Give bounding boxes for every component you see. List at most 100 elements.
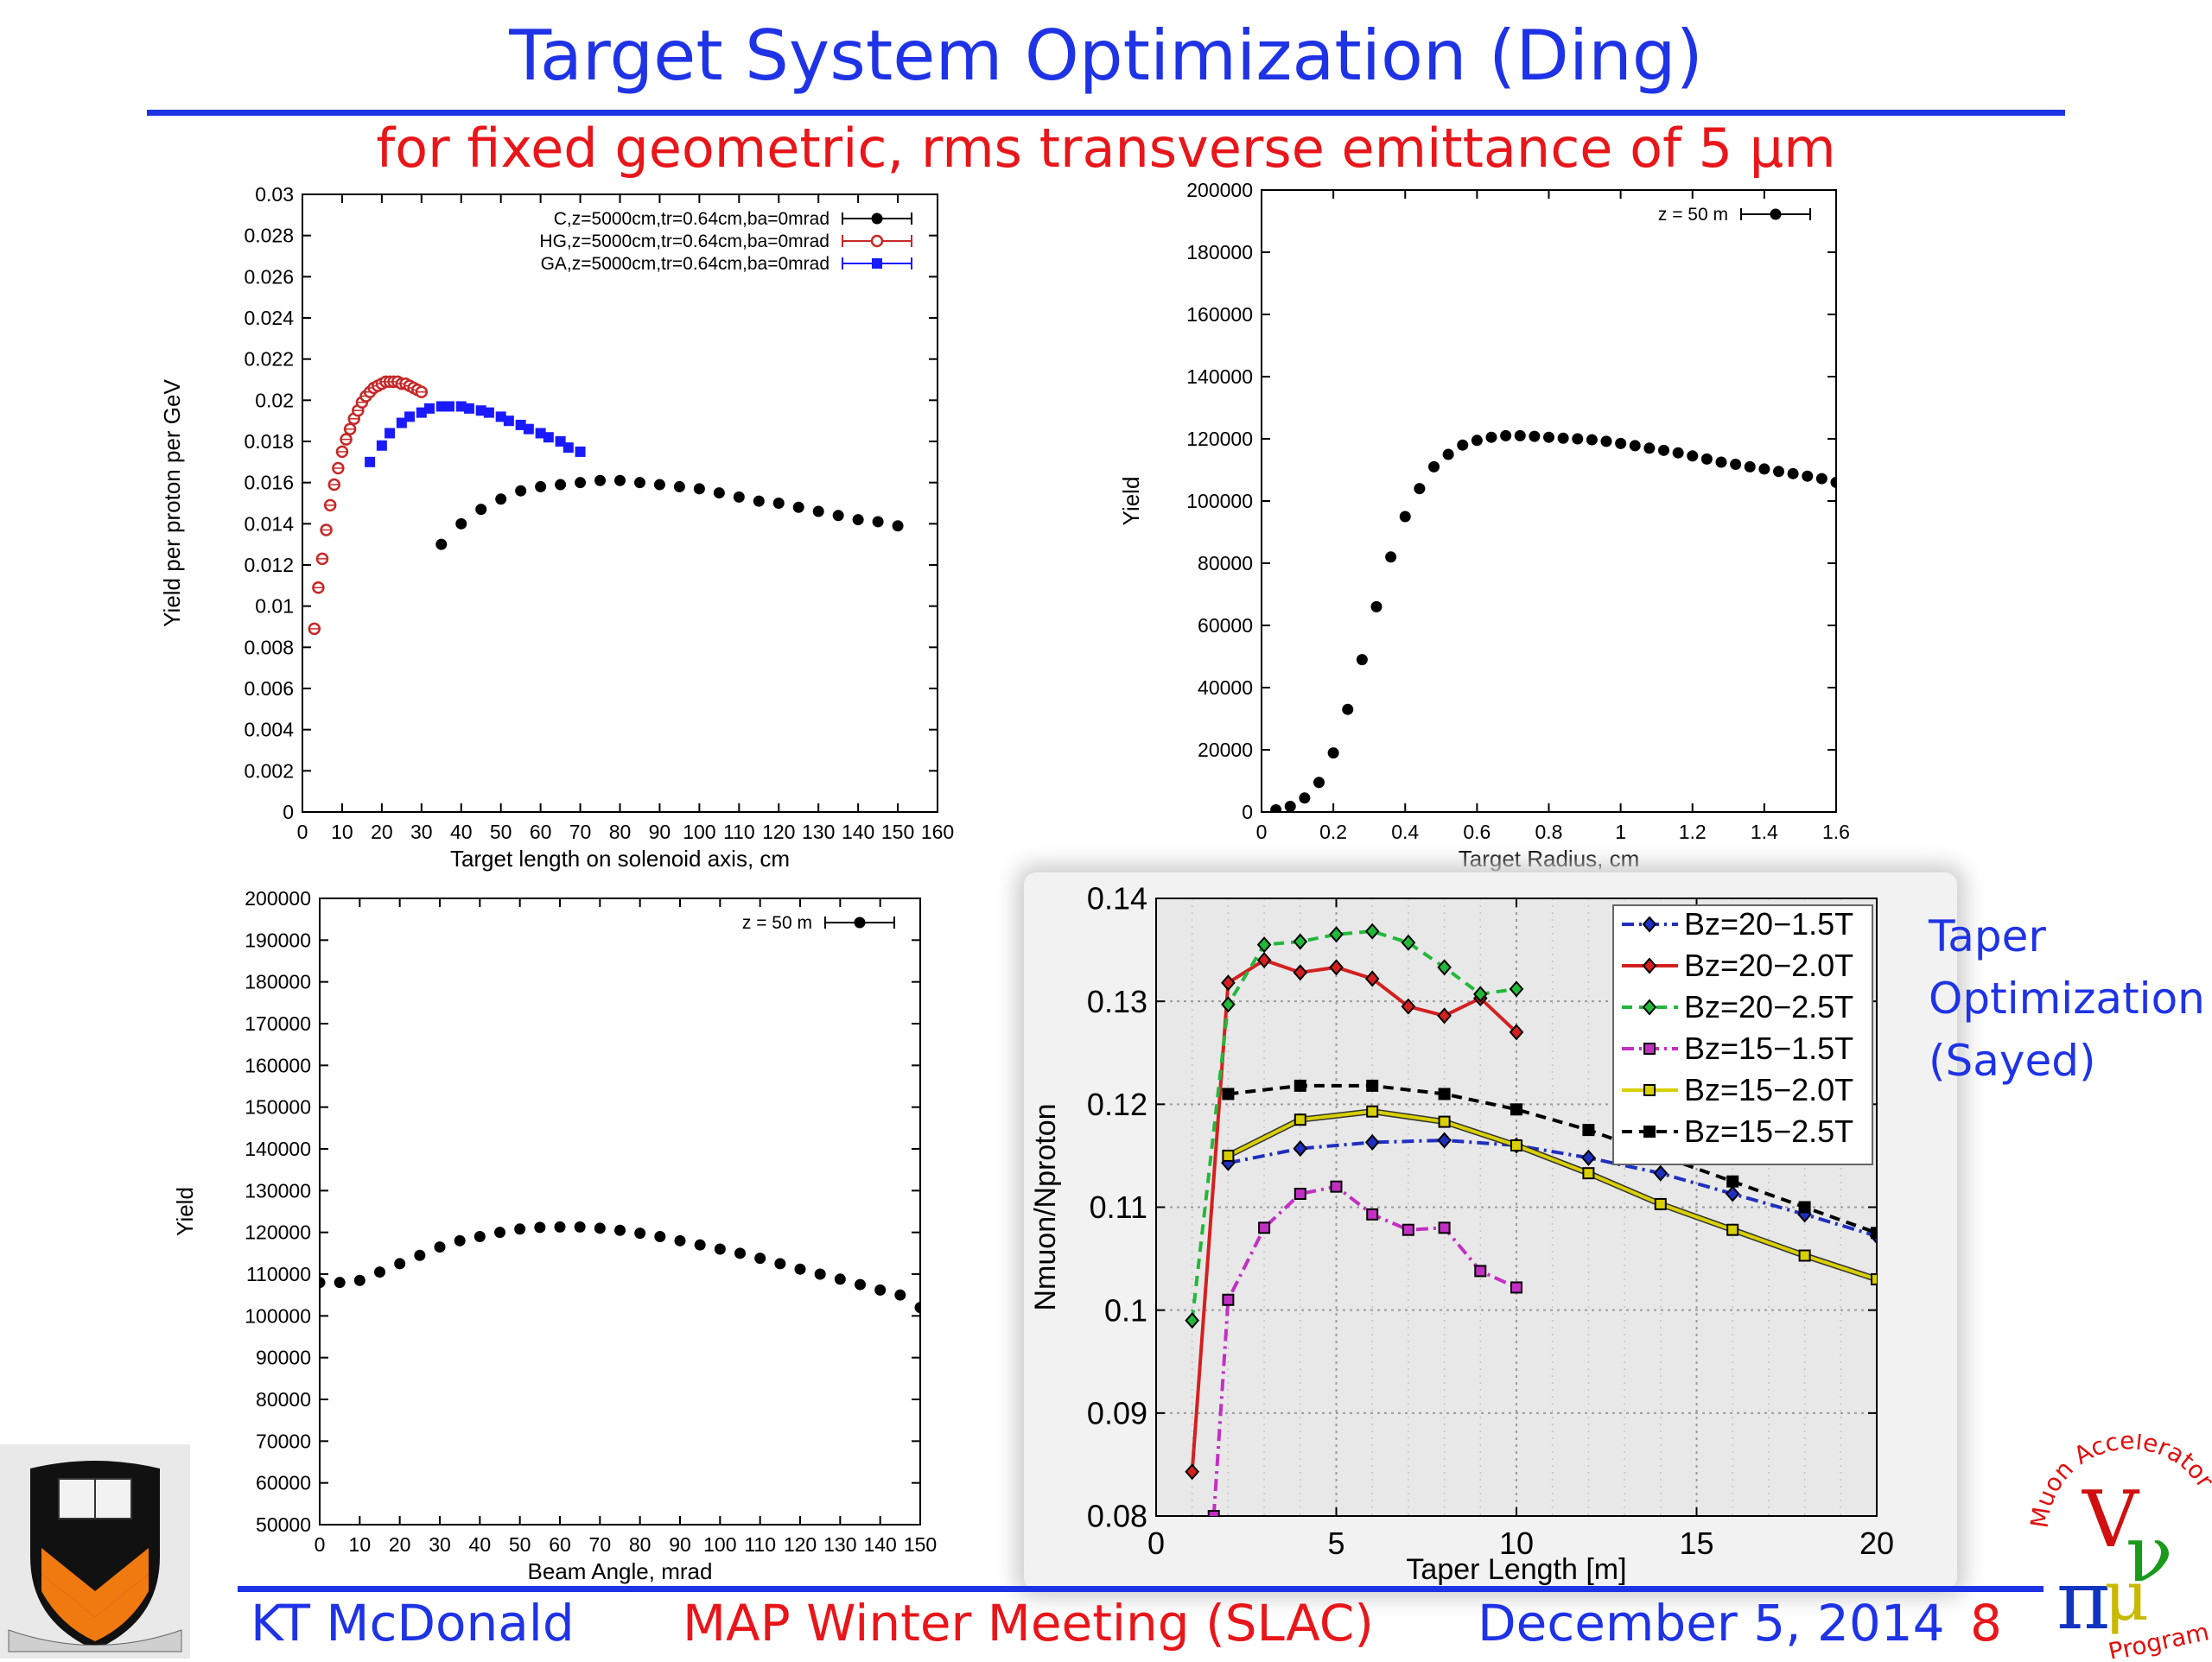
data-point: [475, 504, 487, 516]
data-point: [1207, 1510, 1220, 1516]
data-point: [523, 423, 534, 435]
y-tick-label: 0.026: [244, 265, 294, 288]
data-point: [894, 1289, 906, 1301]
data-point: [1500, 429, 1512, 441]
data-point: [852, 514, 864, 526]
y-tick-label: 20000: [1198, 739, 1253, 761]
y-axis-label: Yield: [1118, 477, 1144, 526]
x-tick-label: 140: [863, 1533, 896, 1556]
legend-marker: [872, 258, 882, 269]
y-tick-label: 100000: [245, 1304, 311, 1327]
data-point: [1600, 435, 1612, 447]
series-line: [1228, 1139, 1877, 1238]
legend-marker: [854, 917, 866, 929]
series-0: [435, 474, 904, 550]
chart-taper-length: 0 5 10 15 20 0.08 0.09 0.1 0.11 0.12 0.13 0.14 Taper…: [1024, 872, 1957, 1589]
data-point: [874, 1284, 887, 1296]
legend-marker: [1770, 208, 1782, 220]
data-point: [734, 1247, 746, 1259]
chart-target-length: 0 10 20 30 40 50 60 70 80 90 100 110 120 130 140 150 160…: [130, 177, 959, 877]
data-point: [673, 480, 685, 492]
y-tick-label: 100000: [1186, 490, 1253, 512]
data-point: [814, 1268, 826, 1280]
y-tick-label: 0.03: [255, 183, 294, 206]
data-point: [872, 516, 884, 528]
data-point: [555, 479, 567, 491]
data-point: [1438, 1221, 1451, 1234]
data-point: [1364, 923, 1380, 940]
data-point: [1366, 1208, 1379, 1221]
legend-label: Bz=15−2.5T: [1684, 1113, 1853, 1149]
data-point: [454, 1234, 466, 1246]
data-point: [1221, 996, 1236, 1013]
data-point: [1293, 964, 1308, 981]
series-0: [320, 1221, 920, 1314]
data-point: [1442, 448, 1454, 460]
data-point: [1744, 460, 1756, 473]
y-tick-label: 0.09: [1087, 1395, 1147, 1430]
data-point: [1401, 934, 1416, 951]
data-point: [834, 1273, 846, 1285]
y-tick-label: 80000: [256, 1388, 311, 1411]
data-point: [515, 485, 527, 497]
data-point: [414, 1249, 426, 1261]
y-tick-label: 0.004: [244, 719, 294, 741]
data-point: [753, 495, 765, 507]
data-point: [1654, 1197, 1667, 1210]
data-point: [1366, 1105, 1379, 1118]
data-point: [365, 456, 376, 467]
data-point: [1270, 803, 1282, 812]
data-point: [1871, 1272, 1877, 1285]
x-tick-label: 0: [1147, 1526, 1165, 1561]
y-tick-label: 60000: [256, 1472, 311, 1494]
data-point: [435, 401, 447, 412]
data-point: [794, 1263, 806, 1275]
data-point: [1222, 1088, 1235, 1101]
x-tick-label: 10: [331, 821, 353, 843]
data-point: [1572, 433, 1584, 445]
data-point: [1327, 747, 1339, 759]
data-point: [1364, 970, 1380, 987]
data-point: [320, 1277, 326, 1289]
data-point: [1401, 998, 1416, 1015]
series-line: [1228, 1083, 1877, 1235]
x-tick-label: 110: [723, 821, 755, 843]
data-point: [1582, 1167, 1595, 1180]
data-point: [1256, 951, 1272, 969]
data-point: [892, 520, 904, 532]
y-tick-label: 70000: [256, 1430, 311, 1452]
x-tick-label: 100: [703, 1533, 736, 1556]
data-point: [1798, 1249, 1811, 1262]
legend-label: Bz=15−1.5T: [1684, 1031, 1853, 1066]
data-point: [494, 1227, 505, 1239]
data-point: [514, 1223, 526, 1235]
data-point: [1438, 1088, 1451, 1101]
data-point: [1586, 434, 1598, 446]
data-point: [654, 1231, 666, 1242]
data-point: [792, 501, 804, 513]
y-tick-label: 0.02: [255, 389, 294, 411]
data-point: [1485, 431, 1497, 443]
data-point: [1370, 600, 1382, 612]
x-tick-label: 20: [1859, 1526, 1894, 1561]
data-point: [1366, 1079, 1379, 1092]
data-point: [1787, 467, 1799, 479]
data-point: [1299, 792, 1311, 804]
y-tick-label: 180000: [245, 971, 311, 993]
data-point: [1672, 447, 1684, 459]
y-axis-label: Yield: [172, 1187, 198, 1236]
x-tick-label: 110: [744, 1533, 776, 1556]
legend-marker: [870, 234, 884, 248]
legend-label: z = 50 m: [742, 913, 812, 933]
data-point: [1726, 1175, 1739, 1188]
data-point: [1364, 1133, 1380, 1151]
x-tick-label: 30: [410, 821, 433, 843]
legend-label: Bz=20−2.5T: [1684, 989, 1853, 1024]
data-point: [1294, 1188, 1306, 1201]
legend-marker: [1643, 1126, 1656, 1138]
data-point: [1514, 429, 1526, 441]
y-tick-label: 0.006: [244, 677, 294, 700]
x-tick-label: 140: [842, 821, 874, 843]
data-point: [1700, 453, 1713, 465]
y-tick-label: 140000: [1186, 365, 1253, 388]
